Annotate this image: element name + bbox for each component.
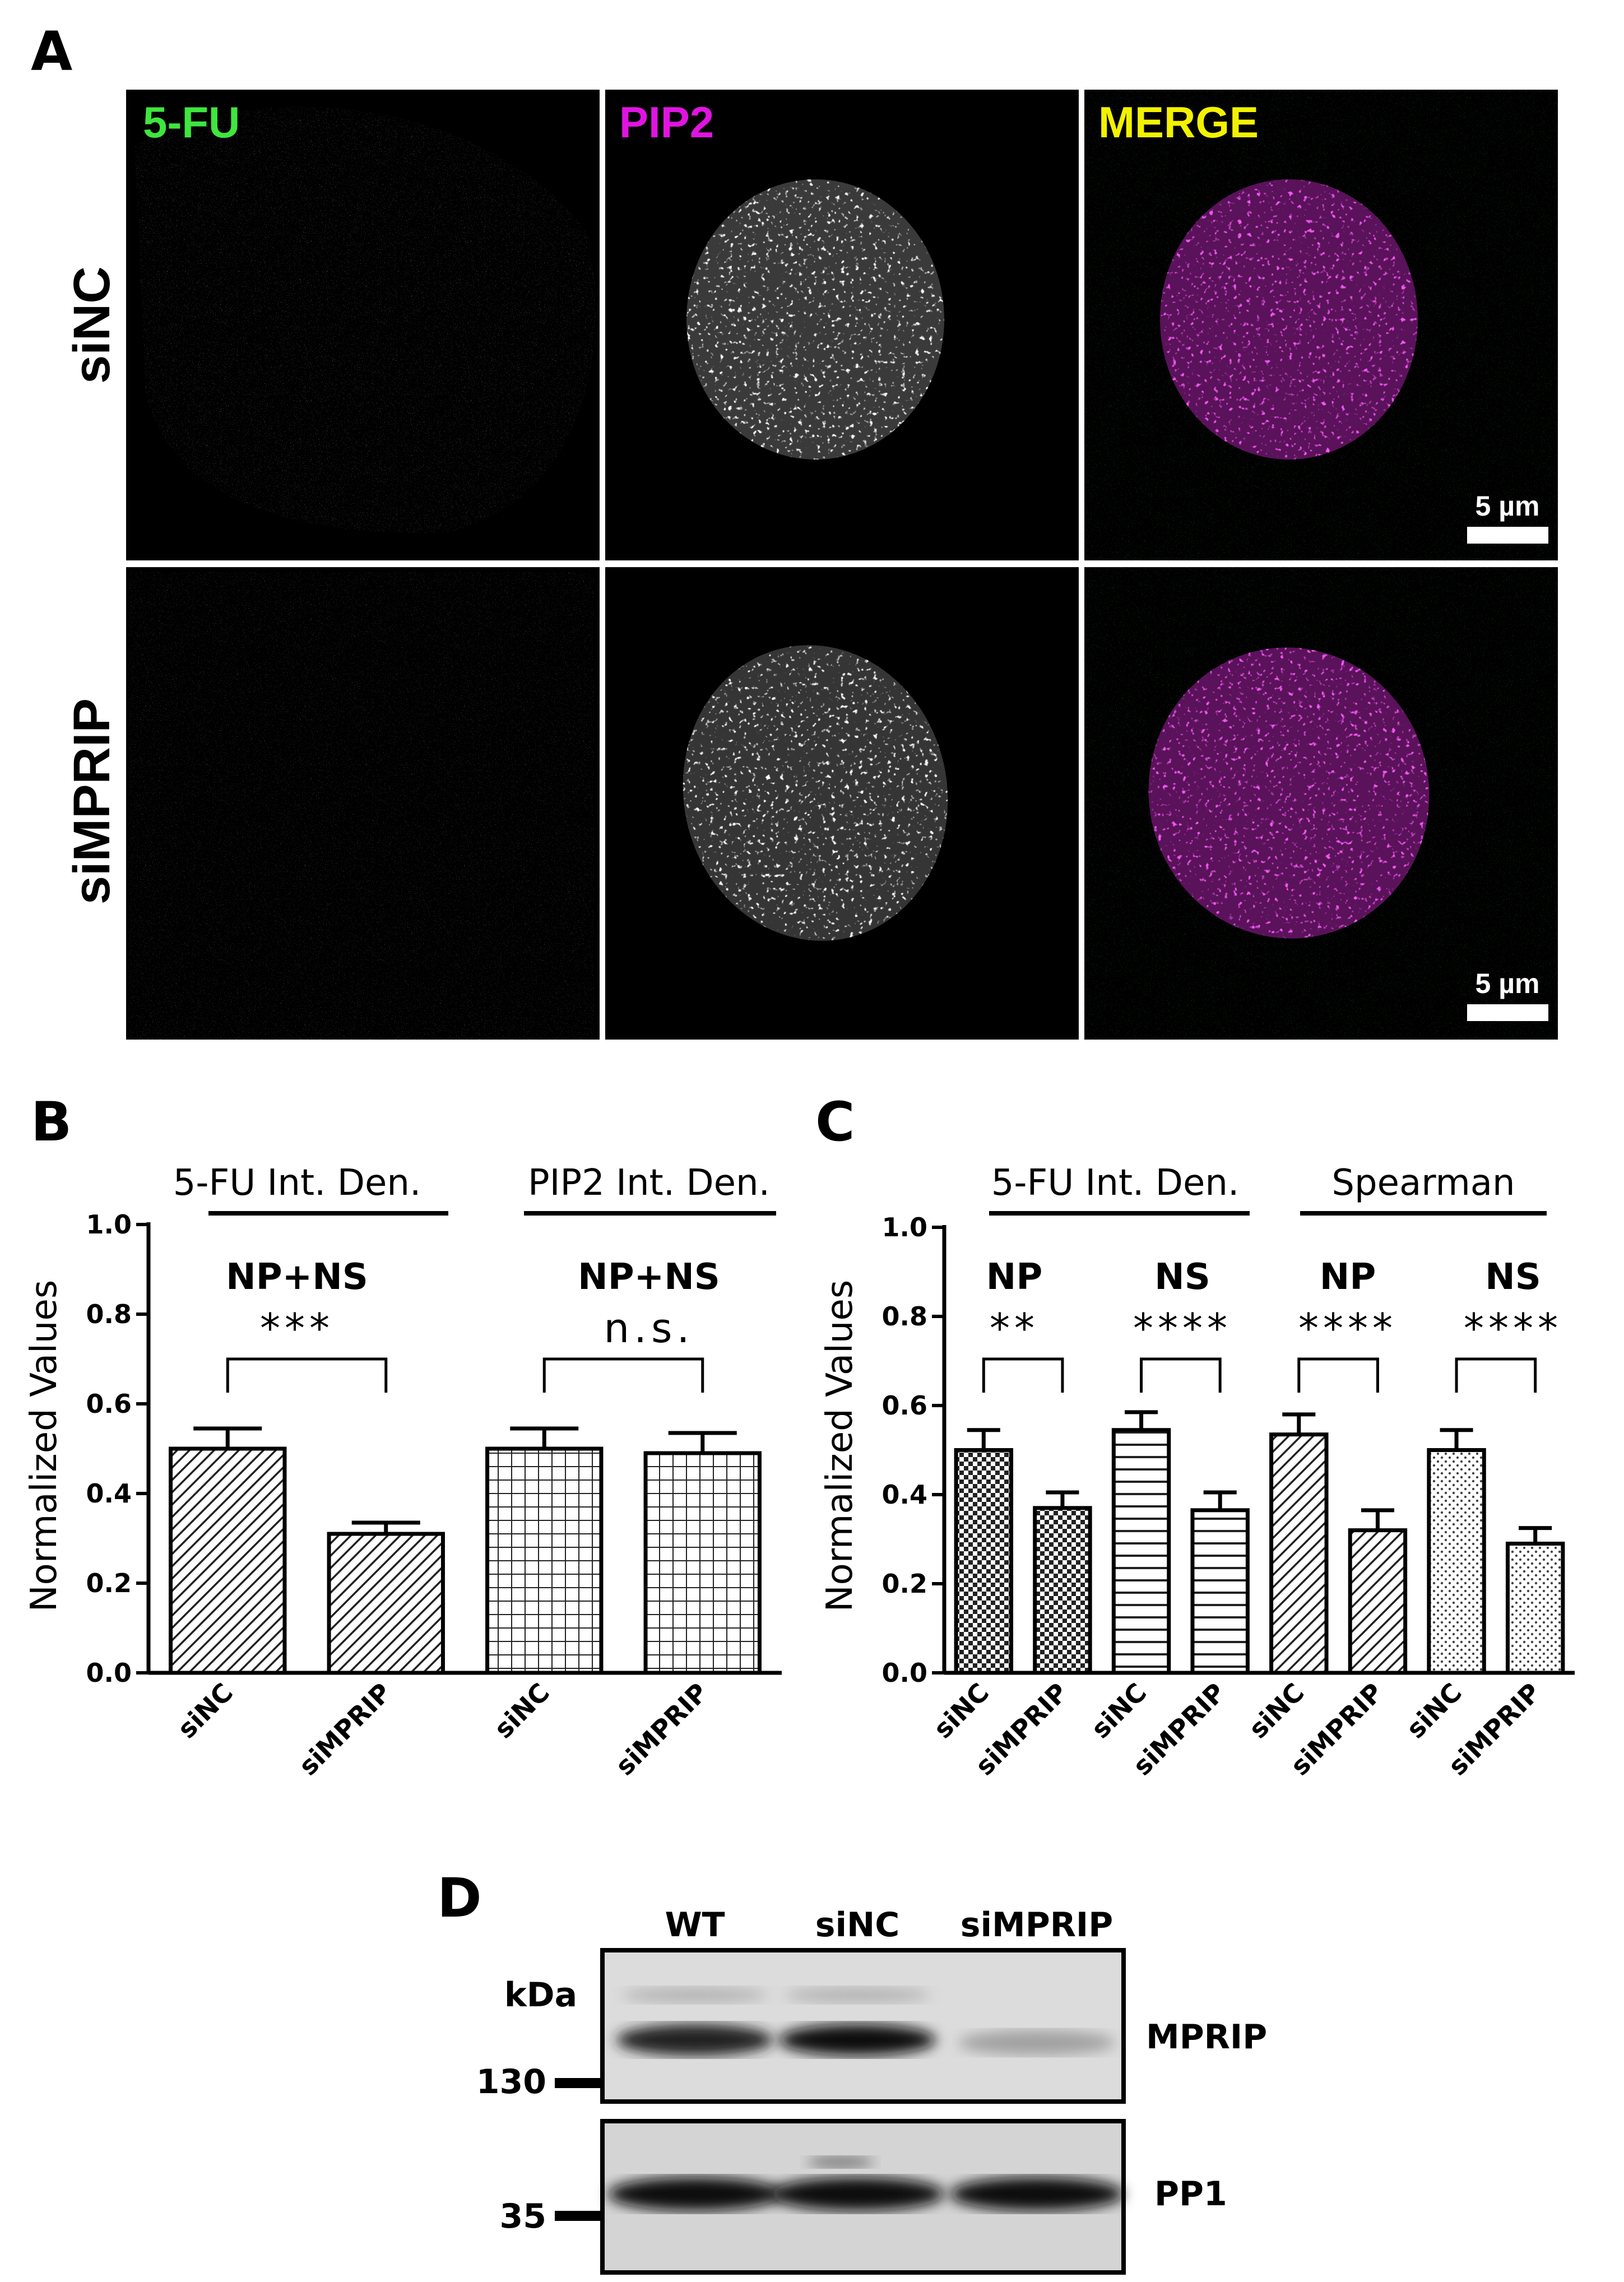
chart-c-bar	[1033, 1506, 1092, 1675]
chart-b-ytick-label: 0.8	[86, 1299, 132, 1329]
chart-c-ytick-label: 0.8	[882, 1301, 928, 1332]
chart-c-bar	[1190, 1508, 1250, 1675]
chart-b-subgroup-1: NP+NS	[226, 1256, 368, 1298]
chart-c-xtick-label: siNC	[927, 1677, 995, 1745]
chart-c-subgroup-1: NP	[986, 1256, 1042, 1298]
chart-b-sig-1: ***	[260, 1305, 334, 1352]
chart-c-subgroup-4: NS	[1485, 1256, 1541, 1298]
chart-b-bar	[169, 1446, 287, 1675]
chart-b-group-1: 5-FU Int. Den.	[173, 1162, 421, 1204]
chart-c-sig-3: ****	[1298, 1305, 1397, 1352]
chart-b-xtick-label: siNC	[488, 1677, 555, 1745]
wb-lane-wt: WT	[665, 1905, 725, 1945]
channel-label-5fu: 5-FU	[143, 98, 240, 147]
chart-b-xtick-label: siMPRIP	[610, 1677, 714, 1782]
channel-label-merge: MERGE	[1098, 98, 1259, 147]
chart-c-xtick-label: siNC	[1243, 1677, 1310, 1745]
panel-label-c: C	[815, 1091, 855, 1153]
chart-c-ylabel: Normalized Values	[819, 1280, 861, 1612]
chart-b-sig-bracket	[542, 1357, 704, 1393]
chart-c-sig-2: ****	[1133, 1305, 1232, 1352]
channel-label-pip2: PIP2	[619, 98, 714, 147]
chart-c-bar	[1111, 1428, 1171, 1675]
chart-c-bar	[954, 1448, 1014, 1675]
scalebar-top	[1467, 527, 1548, 544]
chart-c-sig-bracket	[982, 1357, 1064, 1393]
wb-band-mprip: MPRIP	[1146, 2017, 1267, 2057]
chart-b-sig-bracket	[226, 1357, 388, 1393]
chart-b-xtick-label: siNC	[171, 1677, 239, 1745]
chart-c-group-1: 5-FU Int. Den.	[991, 1162, 1240, 1204]
chart-b-bar	[485, 1446, 604, 1675]
chart-b-ylabel: Normalized Values	[24, 1280, 65, 1612]
row-label-simprip: siMPRIP	[63, 698, 120, 905]
wb-pp1-blot	[600, 2119, 1126, 2275]
chart-c-sig-4: ****	[1464, 1305, 1562, 1352]
panel-label-a: A	[31, 20, 72, 83]
chart-c-bar	[1348, 1528, 1408, 1675]
chart-c-ytick-label: 1.0	[882, 1212, 928, 1242]
chart-b-sig-2: n.s.	[604, 1305, 694, 1352]
panel-label-b: B	[31, 1091, 72, 1153]
panel-label-d: D	[437, 1867, 482, 1930]
chart-b-xtick-label: siMPRIP	[293, 1677, 397, 1782]
scalebar-label-top: 5 µm	[1475, 490, 1540, 522]
chart-c-bar	[1269, 1432, 1329, 1675]
chart-b-ytick-label: 0.4	[86, 1478, 132, 1509]
wb-marker-130: 130	[476, 2062, 546, 2102]
row-label-sinc: siNC	[63, 266, 120, 384]
chart-c-sig-bracket	[1297, 1357, 1379, 1393]
chart-c-ytick-label: 0.0	[882, 1658, 928, 1688]
chart-b-ytick-label: 0.6	[86, 1389, 132, 1419]
wb-kda-label: kDa	[504, 1975, 577, 2015]
micrograph-grid	[126, 90, 1558, 1040]
chart-b-subgroup-2: NP+NS	[578, 1256, 720, 1298]
chart-c-subgroup-3: NP	[1320, 1256, 1376, 1298]
chart-c-sig-bracket	[1140, 1357, 1222, 1393]
chart-c-subgroup-2: NS	[1154, 1256, 1210, 1298]
wb-lane-simprip: siMPRIP	[961, 1905, 1113, 1945]
wb-marker-35: 35	[500, 2197, 547, 2236]
chart-c-ytick-label: 0.2	[882, 1569, 928, 1599]
chart-c-ytick-label: 0.6	[882, 1390, 928, 1421]
chart-c-xtick-label: siNC	[1400, 1677, 1468, 1745]
chart-c-bar	[1427, 1448, 1486, 1675]
chart-b-ytick-label: 0.2	[86, 1568, 132, 1598]
chart-c-bar	[1505, 1541, 1565, 1675]
chart-b-ytick-label: 0.0	[86, 1658, 132, 1688]
chart-b-bar	[327, 1532, 445, 1675]
chart-c-sig-1: **	[990, 1305, 1039, 1352]
chart-b-group-2: PIP2 Int. Den.	[528, 1162, 770, 1204]
scalebar-label-bottom: 5 µm	[1475, 968, 1540, 999]
wb-band-pp1: PP1	[1154, 2174, 1227, 2214]
chart-c-xtick-label: siNC	[1085, 1677, 1153, 1745]
chart-c-ytick-label: 0.4	[882, 1479, 928, 1510]
chart-b-ytick-label: 1.0	[86, 1209, 132, 1240]
wb-mprip-blot	[600, 1948, 1126, 2104]
wb-lane-sinc: siNC	[815, 1905, 900, 1945]
chart-c-sig-bracket	[1455, 1357, 1537, 1393]
scalebar-bottom	[1467, 1004, 1548, 1021]
chart-c-group-2: Spearman	[1331, 1162, 1515, 1204]
chart-b-bar	[643, 1451, 762, 1675]
